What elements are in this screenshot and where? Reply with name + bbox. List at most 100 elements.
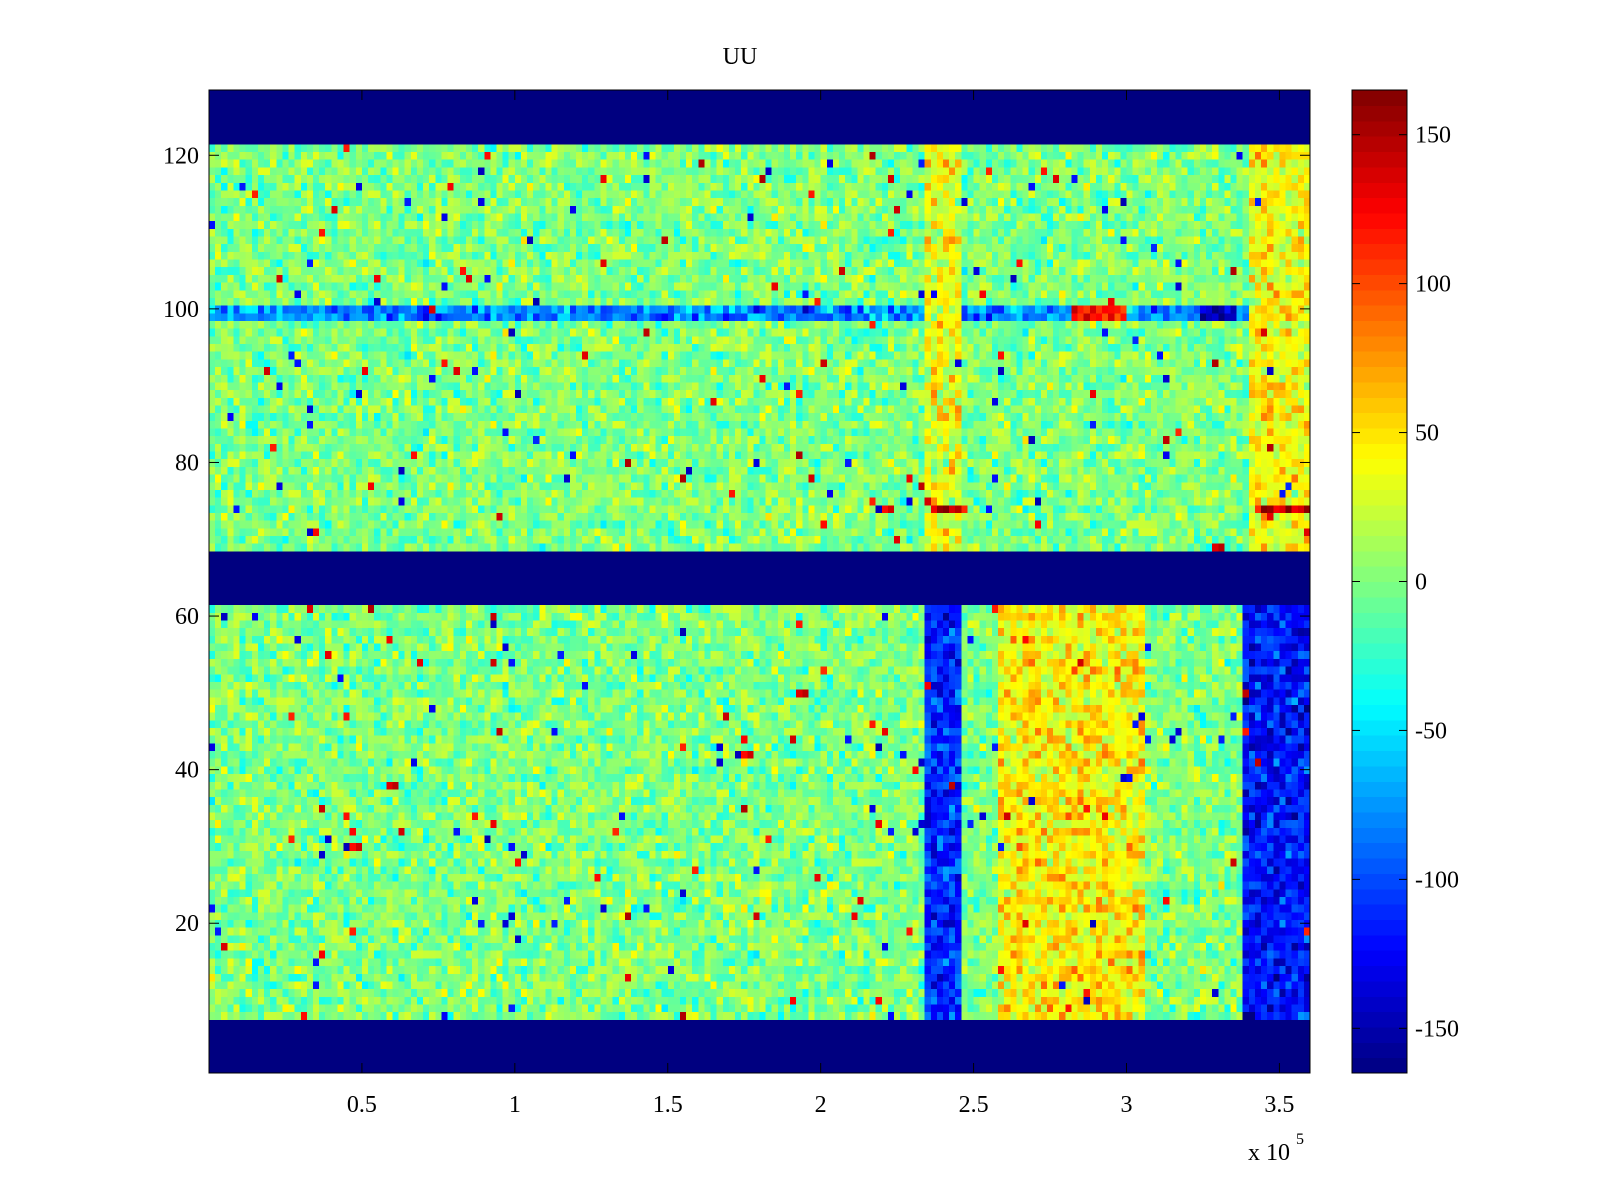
heatmap-cell [783,973,791,982]
heatmap-cell [1138,1057,1146,1066]
heatmap-cell [869,1034,877,1043]
heatmap-cell [1120,965,1128,974]
heatmap-cell [239,873,247,882]
heatmap-cell [245,980,253,990]
heatmap-cell [1010,919,1017,928]
heatmap-cell [319,927,326,936]
heatmap-cell [1077,1042,1085,1051]
heatmap-cell [288,888,296,897]
heatmap-cell [949,1065,956,1074]
heatmap-cell [1261,980,1268,990]
heatmap-cell [398,973,406,982]
heatmap-cell [1071,957,1079,967]
heatmap-cell [1199,980,1207,990]
heatmap-cell [520,873,528,882]
heatmap-cell [698,919,706,928]
heatmap-cell [300,1057,308,1066]
heatmap-cell [832,1065,840,1074]
heatmap-cell [312,1042,320,1051]
heatmap-cell [1224,988,1232,997]
heatmap-cell [624,873,632,882]
heatmap-cell [209,973,216,982]
heatmap-cell [520,965,528,974]
heatmap-cell [973,857,981,867]
heatmap-cell [539,865,547,874]
heatmap-cell [1224,1065,1232,1074]
heatmap-cell [1022,1057,1030,1066]
heatmap-cell [863,1003,871,1013]
heatmap-cell [1053,911,1060,921]
heatmap-cell [1120,927,1128,936]
heatmap-cell [820,980,828,990]
heatmap-cell [447,911,455,921]
heatmap-cell [1291,973,1299,982]
heatmap-cell [1138,988,1146,997]
heatmap-cell [233,934,241,944]
heatmap-cell [435,857,443,867]
heatmap-cell [569,1019,577,1028]
heatmap-cell [1108,1049,1115,1059]
heatmap-cell [1224,1011,1232,1020]
heatmap-cell [863,881,871,890]
heatmap-cell [1291,996,1299,1005]
heatmap-cell [288,942,296,951]
heatmap-cell [312,973,320,982]
heatmap-cell [545,904,553,913]
heatmap-cell [288,919,296,928]
heatmap-cell [820,873,828,882]
heatmap-cell [722,1049,730,1059]
heatmap-cell [796,934,803,944]
heatmap-cell [588,1049,595,1059]
heatmap-cell [667,1011,675,1020]
heatmap-cell [1303,888,1311,897]
heatmap-cell [1297,980,1305,990]
heatmap-cell [783,957,791,967]
heatmap-cell [612,980,620,990]
heatmap-cell [1022,1011,1030,1020]
heatmap-cell [1010,934,1017,944]
heatmap-cell [985,896,993,905]
heatmap-cell [484,1003,491,1013]
heatmap-cell [1187,996,1195,1005]
heatmap-cell [453,980,461,990]
heatmap-cell [270,881,277,890]
heatmap-cell [294,1011,302,1020]
heatmap-cell [1089,1026,1097,1036]
heatmap-cell [722,950,730,959]
heatmap-cell [912,1011,920,1020]
heatmap-cell [1273,896,1281,905]
heatmap-cell [410,873,418,882]
heatmap-cell [624,988,632,997]
heatmap-cell [649,1065,657,1074]
heatmap-cell [588,857,595,867]
heatmap-cell [576,927,583,936]
heatmap-cell [1187,1065,1195,1074]
heatmap-cell [1175,1034,1183,1043]
heatmap-cell [741,881,748,890]
heatmap-cell [1193,1065,1201,1074]
heatmap-cell [1218,1057,1225,1066]
heatmap-cell [765,904,773,913]
heatmap-cell [545,996,553,1005]
heatmap-cell [1065,1011,1073,1020]
heatmap-cell [282,1042,290,1051]
heatmap-cell [1267,873,1274,882]
heatmap-cell [1212,980,1219,990]
heatmap-cell [673,873,681,882]
heatmap-cell [673,957,681,967]
heatmap-cell [441,1011,449,1020]
heatmap-cell [1261,950,1268,959]
heatmap-cell [1059,1042,1066,1051]
heatmap-cell [514,996,522,1005]
heatmap-cell [887,1026,895,1036]
heatmap-cell [264,957,271,967]
heatmap-cell [906,911,914,921]
heatmap-cell [227,1026,235,1036]
heatmap-cell [1212,888,1219,897]
heatmap-cell [1297,988,1305,997]
heatmap-cell [1224,1034,1232,1043]
heatmap-cell [398,881,406,890]
heatmap-cell [1150,873,1158,882]
heatmap-cell [722,996,730,1005]
heatmap-cell [1212,927,1219,936]
